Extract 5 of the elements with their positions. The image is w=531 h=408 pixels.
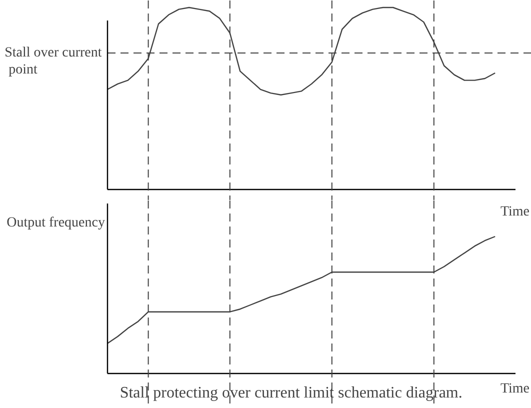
x-axis-title: Time [500,382,530,396]
y-axis-title: Output frequency [6,216,105,230]
ref-line-label: Stall over current point [4,46,102,78]
text: Time [500,204,530,220]
text: Stall protecting over current limit schematic diagram. [120,384,462,402]
